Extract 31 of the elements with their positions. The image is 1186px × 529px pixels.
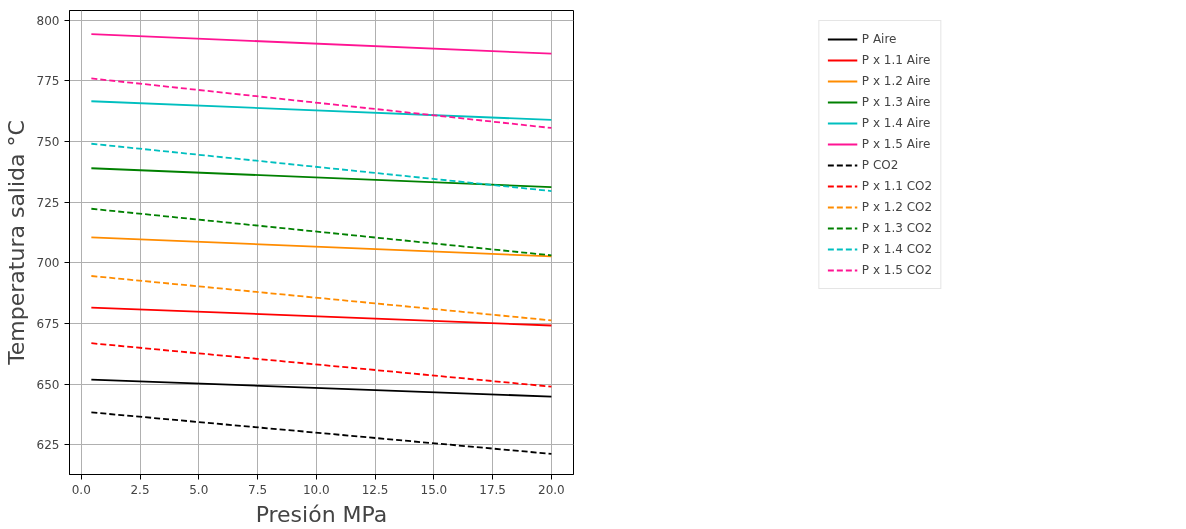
x-tick-label: 15.0 bbox=[420, 482, 448, 497]
y-tick-label: 725 bbox=[36, 195, 60, 210]
x-tick-label: 12.5 bbox=[361, 482, 389, 497]
x-tick-label: 10.0 bbox=[302, 482, 330, 497]
y-tick-label: 675 bbox=[36, 317, 60, 332]
legend-label: P Aire bbox=[861, 32, 897, 46]
x-axis-title: Presión MPa bbox=[255, 501, 388, 527]
x-tick-label: 17.5 bbox=[479, 482, 506, 497]
legend-label: P x 1.1 CO2 bbox=[861, 179, 933, 193]
x-tick-label: 7.5 bbox=[248, 482, 268, 497]
x-tick-label: 5.0 bbox=[189, 482, 209, 497]
y-axis-title: Temperatura salida °C bbox=[3, 120, 29, 366]
y-tick-label: 775 bbox=[36, 74, 60, 89]
y-tick-label: 650 bbox=[36, 377, 60, 392]
x-tick-label: 0.0 bbox=[71, 482, 91, 497]
y-tick-label: 750 bbox=[36, 135, 60, 150]
legend-label: P x 1.4 CO2 bbox=[861, 242, 933, 256]
legend-label: P x 1.3 CO2 bbox=[861, 221, 933, 235]
y-tick-label: 800 bbox=[36, 13, 60, 28]
legend-label: P x 1.5 CO2 bbox=[861, 263, 933, 277]
legend-label: P CO2 bbox=[861, 158, 899, 172]
legend-label: P x 1.3 Aire bbox=[861, 95, 931, 109]
legend-label: P x 1.2 CO2 bbox=[861, 200, 933, 214]
legend-label: P x 1.5 Aire bbox=[861, 137, 931, 151]
y-tick-label: 625 bbox=[36, 438, 60, 453]
legend-label: P x 1.2 Aire bbox=[861, 74, 931, 88]
y-tick-label: 700 bbox=[36, 256, 60, 271]
legend-label: P x 1.1 Aire bbox=[861, 53, 931, 67]
x-tick-label: 20.0 bbox=[538, 482, 565, 497]
legend-label: P x 1.4 Aire bbox=[861, 116, 931, 130]
x-tick-label: 2.5 bbox=[130, 482, 150, 497]
